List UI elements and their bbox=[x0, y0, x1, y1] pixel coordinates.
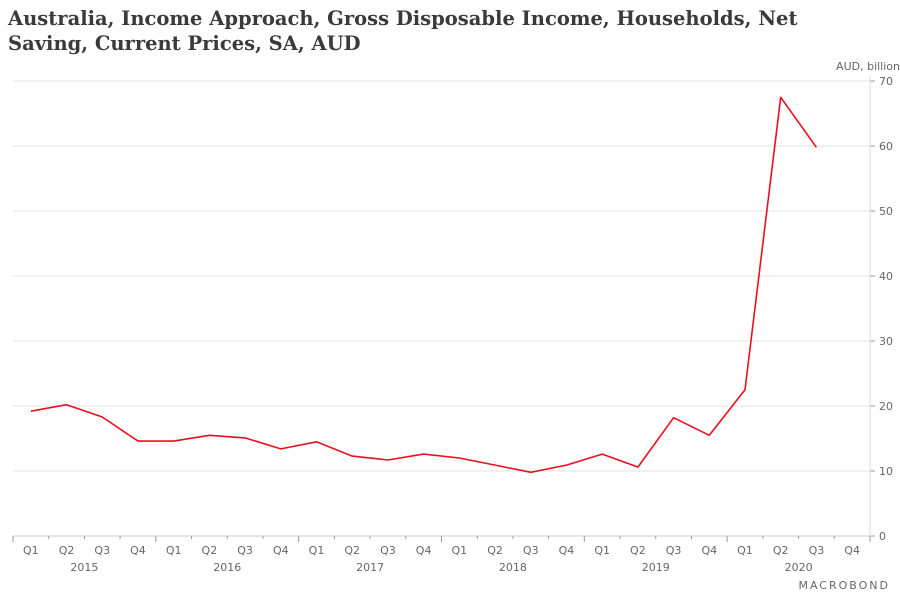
x-tick-label: Q1 bbox=[737, 544, 753, 557]
x-tick-label: Q2 bbox=[59, 544, 75, 557]
y-tick-label: 30 bbox=[879, 335, 893, 348]
x-tick-label: Q3 bbox=[380, 544, 396, 557]
year-label: 2015 bbox=[70, 561, 98, 574]
x-tick-label: Q2 bbox=[202, 544, 218, 557]
x-tick-label: Q3 bbox=[94, 544, 110, 557]
x-tick-label: Q3 bbox=[523, 544, 539, 557]
x-tick-label: Q2 bbox=[630, 544, 646, 557]
x-tick-label: Q4 bbox=[844, 544, 860, 557]
x-tick-label: Q3 bbox=[809, 544, 825, 557]
y-tick-label: 50 bbox=[879, 205, 893, 218]
x-tick-label: Q2 bbox=[487, 544, 503, 557]
y-tick-label: 40 bbox=[879, 270, 893, 283]
year-label: 2019 bbox=[642, 561, 670, 574]
series-line-net-saving bbox=[30, 96, 818, 474]
x-tick-label: Q1 bbox=[309, 544, 325, 557]
chart-title: Australia, Income Approach, Gross Dispos… bbox=[8, 7, 798, 55]
x-tick-label: Q2 bbox=[344, 544, 360, 557]
x-tick-label: Q4 bbox=[701, 544, 717, 557]
y-tick-label: 70 bbox=[879, 75, 893, 88]
x-tick-label: Q2 bbox=[773, 544, 789, 557]
year-label: 2016 bbox=[213, 561, 241, 574]
x-tick-label: Q1 bbox=[594, 544, 610, 557]
x-tick-label: Q3 bbox=[666, 544, 682, 557]
x-tick-label: Q4 bbox=[559, 544, 575, 557]
y-tick-label: 20 bbox=[879, 400, 893, 413]
x-tick-label: Q4 bbox=[273, 544, 289, 557]
x-tick-label: Q1 bbox=[452, 544, 468, 557]
y-tick-label: 0 bbox=[879, 530, 886, 543]
y-tick-label: 10 bbox=[879, 465, 893, 478]
x-tick-label: Q1 bbox=[166, 544, 182, 557]
y-tick-label: 60 bbox=[879, 140, 893, 153]
x-tick-label: Q4 bbox=[130, 544, 146, 557]
x-tick-label: Q4 bbox=[416, 544, 432, 557]
year-label: 2020 bbox=[785, 561, 813, 574]
macrobond-logo: MACROBOND bbox=[798, 579, 890, 592]
x-tick-label: Q1 bbox=[23, 544, 39, 557]
year-label: 2018 bbox=[499, 561, 527, 574]
y-axis-label: AUD, billion bbox=[836, 60, 900, 73]
year-label: 2017 bbox=[356, 561, 384, 574]
x-tick-label: Q3 bbox=[237, 544, 253, 557]
